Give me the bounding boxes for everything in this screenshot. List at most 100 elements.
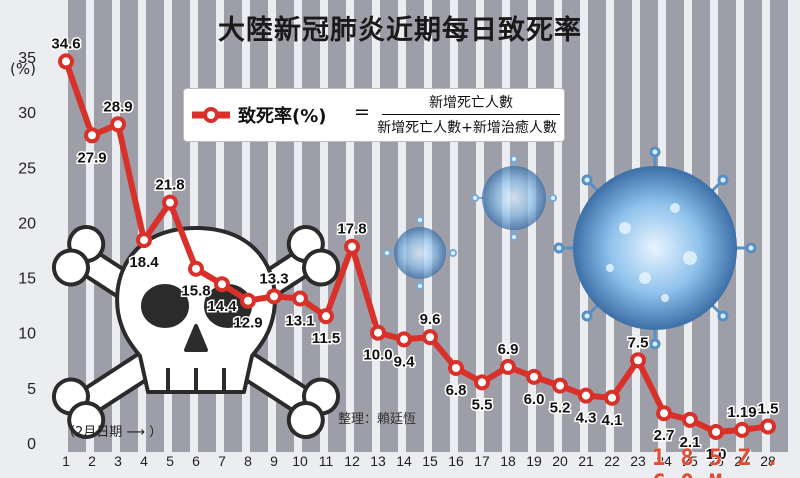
data-point-inner [348,242,356,251]
legend-label: 致死率(%) [238,106,327,127]
y-tick-label: 15 [18,271,36,288]
data-point-inner [296,294,304,303]
data-point-inner [374,328,382,337]
x-tick-label: 3 [114,453,122,469]
data-label: 34.6 [51,35,80,52]
x-tick-label: 23 [630,453,646,469]
background-stripe [94,0,112,452]
data-point-inner [556,381,564,390]
x-tick-label: 1 [62,453,70,469]
x-tick-label: 4 [140,453,148,469]
data-point [58,53,74,70]
data-point [474,374,490,391]
data-point [708,423,724,440]
data-point [630,352,646,369]
data-point [188,260,204,277]
data-point-inner [660,409,668,418]
data-label: 9.4 [394,353,416,370]
x-tick-label: 18 [500,453,516,469]
x-tick-label: 27 [734,453,750,469]
data-label: 2.7 [654,427,675,444]
virus-illustration-large [553,146,757,350]
data-point [240,292,256,309]
data-label: 5.2 [550,400,571,417]
data-label: 14.4 [207,298,237,315]
data-point [682,411,698,428]
data-label: 18.4 [129,254,159,271]
data-point-inner [140,236,148,245]
data-point-inner [608,393,616,402]
credit-text: 整理：賴廷恆 [338,412,417,427]
formula-denominator: 新增死亡人數+新增治癒人數 [377,120,557,136]
x-tick-label: 7 [218,453,226,469]
y-axis: 0 5 10 15 20 25 30 35 [18,50,36,453]
data-labels: 34.6 27.9 28.9 18.4 21.8 15.814.412.9 13.3 13.1… [50,34,780,465]
data-point-inner [244,296,252,305]
data-point-inner [634,356,642,365]
data-point [266,288,282,305]
data-label: 10.0 [363,347,392,364]
x-axis: 1 2 3 4 5 6 7 8 9 10 11 12 13 14 15 16 17 18 19 20 21 22 23 24 2… [62,453,776,469]
data-point-inner [426,333,434,342]
data-label: 21.8 [155,177,184,194]
x-tick-label: 10 [292,453,308,469]
data-point [552,377,568,394]
y-tick-label: 0 [27,436,36,453]
data-label: 27.9 [77,149,106,166]
data-label: 6.8 [446,382,467,399]
background-stripe [744,0,762,452]
data-point [344,238,360,255]
data-point [136,232,152,249]
data-label: 4.3 [576,410,597,427]
x-tick-label: 13 [370,453,386,469]
y-tick-label: 30 [18,105,36,122]
formula-legend: 致死率(%) = 新增死亡人數 新增死亡人數+新增治癒人數 [183,88,565,142]
data-point-inner [686,415,694,424]
data-point [526,368,542,385]
data-point-inner [218,280,226,289]
data-label: 9.6 [420,311,441,328]
data-label: 13.3 [259,270,288,287]
data-point-inner [530,372,538,381]
data-label: 6.9 [498,341,519,358]
data-point [318,308,334,325]
x-tick-label: 15 [422,453,438,469]
virus-illustration-medium [471,155,557,241]
x-tick-label: 19 [526,453,542,469]
data-point-inner [712,427,720,436]
x-tick-label: 25 [682,453,698,469]
data-point [396,331,412,348]
data-point-inner [192,264,200,273]
data-point [422,329,438,346]
y-tick-label: 20 [18,215,36,232]
series-death-rate [58,53,776,440]
background-stripe [562,0,580,452]
data-point [760,418,776,435]
data-label: 1.0 [706,446,727,463]
x-tick-label: 2 [88,453,96,469]
data-point [292,290,308,307]
data-label: 1.5 [758,400,779,417]
x-tick-label: 11 [319,453,334,469]
background-stripe [406,0,424,452]
data-point-inner [738,425,746,434]
x-tick-label: 9 [270,453,278,469]
skull-crossbones-illustration [51,225,341,439]
data-point-inner [88,131,96,140]
x-tick-label: 8 [244,453,252,469]
y-tick-label: 5 [27,381,36,398]
data-point-inner [764,422,772,431]
data-point [110,116,126,133]
legend-line-marker [192,107,230,123]
data-label: 28.9 [103,98,132,115]
data-label: 6.0 [524,391,545,408]
formula-equals: = [354,101,370,123]
x-tick-label: 6 [192,453,200,469]
data-point-inner [582,391,590,400]
data-point [448,360,464,377]
x-tick-label: 24 [656,453,672,469]
formula-numerator: 新增死亡人數 [429,95,513,111]
chart-title: 大陸新冠肺炎近期每日致死率 [218,15,582,46]
